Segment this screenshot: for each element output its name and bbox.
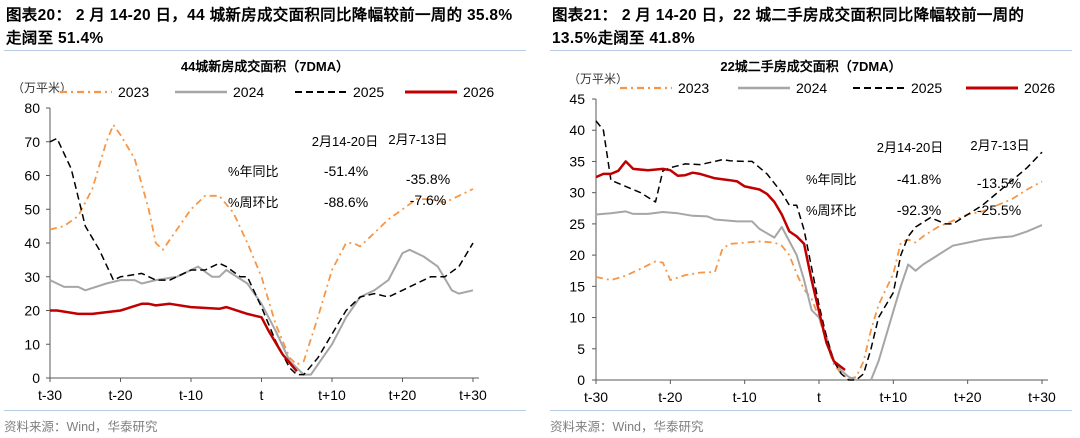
x-tick-label: t-20 [658, 389, 682, 405]
y-tick-label: 80 [24, 100, 40, 116]
y-tick-label: 30 [24, 269, 40, 285]
legend-label-2025: 2025 [911, 80, 942, 96]
x-tick-label: t+20 [389, 387, 417, 403]
legend-label-2026: 2026 [1024, 80, 1055, 96]
annotation-col-header: 2月14-20日 [312, 134, 378, 149]
legend-label-2023: 2023 [678, 80, 709, 96]
top-divider [550, 50, 1072, 51]
legend-label-2025: 2025 [353, 84, 384, 100]
annotation-value: -41.8% [897, 171, 941, 187]
y-tick-label: 10 [569, 310, 585, 326]
figure-title-line1: 图表20： 2 月 14-20 日，44 城新房成交面积同比降幅较前一周的 35… [6, 7, 513, 24]
panel-new-homes: 图表20： 2 月 14-20 日，44 城新房成交面积同比降幅较前一周的 35… [0, 0, 530, 438]
figure-title: 图表21： 2 月 14-20 日，22 城二手房成交面积同比降幅较前一周的 1… [552, 4, 1072, 50]
series-line-2024 [595, 210, 1043, 381]
top-divider [4, 50, 526, 51]
y-tick-label: 30 [569, 185, 585, 201]
annotation-value: -25.5% [977, 202, 1021, 218]
x-tick-label: t-30 [38, 387, 62, 403]
y-tick-label: 45 [569, 91, 585, 107]
chart-0: 0 10 20 30 40 50 60 70 80 t-30 t-20 t-10 t t+10 t+20 t+… [24, 84, 494, 403]
source-note: 资料来源：Wind，华泰研究 [4, 420, 158, 434]
annotation-col-header: 2月7-13日 [388, 132, 447, 147]
y-unit-label: （万平米） [568, 72, 629, 86]
y-tick-label: 50 [24, 201, 40, 217]
y-tick-label: 5 [577, 341, 585, 357]
annotation-col-header: 2月7-13日 [970, 138, 1029, 153]
annotation-value: -35.8% [406, 171, 450, 187]
y-tick-label: 25 [569, 216, 585, 232]
annotation-value: -7.6% [410, 192, 447, 208]
annotation-row-label: %年同比 [806, 172, 857, 187]
figure-title-line2: 13.5%走阔至 41.8% [552, 30, 695, 47]
y-tick-label: 60 [24, 168, 40, 184]
y-tick-label: 20 [24, 303, 40, 319]
chart-title: 22城二手房成交面积（7DMA） [720, 59, 902, 74]
y-tick-label: 10 [24, 336, 40, 352]
legend-label-2026: 2026 [463, 84, 494, 100]
series-line-2023 [49, 124, 474, 366]
y-tick-label: 40 [24, 235, 40, 251]
y-unit-label: （万平米） [12, 81, 73, 95]
y-tick-label: 20 [569, 247, 585, 263]
x-tick-label: t-30 [584, 389, 608, 405]
x-tick-label: t-10 [179, 387, 203, 403]
bottom-divider [550, 410, 1072, 411]
series-line-2025 [595, 120, 1043, 381]
y-tick-label: 40 [569, 122, 585, 138]
series-line-2024 [49, 248, 474, 376]
series-line-2023 [595, 180, 1043, 380]
annotation-col-header: 2月14-20日 [877, 140, 943, 155]
x-tick-label: t+30 [459, 387, 487, 403]
annotation-value: -88.6% [324, 194, 368, 210]
series-line-2026 [50, 302, 298, 373]
chart-title: 44城新房成交面积（7DMA） [180, 59, 350, 74]
figure-title: 图表20： 2 月 14-20 日，44 城新房成交面积同比降幅较前一周的 35… [6, 4, 526, 50]
annotation-value: -13.5% [977, 175, 1021, 191]
y-tick-label: 0 [32, 370, 40, 386]
figure-title-line2: 走阔至 51.4% [6, 30, 104, 47]
annotation-row-label: %年同比 [228, 164, 279, 179]
annotation-row-label: %周环比 [806, 203, 857, 218]
legend-label-2024: 2024 [233, 84, 264, 100]
y-tick-label: 0 [577, 372, 585, 388]
x-tick-label: t+10 [880, 389, 908, 405]
x-tick-label: t [817, 389, 821, 405]
x-tick-label: t+10 [318, 387, 346, 403]
legend-label-2024: 2024 [796, 80, 827, 96]
x-tick-label: t-20 [108, 387, 132, 403]
y-tick-label: 35 [569, 153, 585, 169]
series-line-2026 [595, 160, 846, 371]
source-note: 资料来源：Wind，华泰研究 [550, 420, 704, 434]
panel-second-hand-homes: 图表21： 2 月 14-20 日，22 城二手房成交面积同比降幅较前一周的 1… [546, 0, 1076, 438]
y-tick-label: 70 [24, 134, 40, 150]
y-tick-label: 15 [569, 278, 585, 294]
annotation-row-label: %周环比 [228, 195, 279, 210]
x-tick-label: t+20 [954, 389, 982, 405]
x-tick-label: t [260, 387, 264, 403]
annotation-value: -92.3% [897, 202, 941, 218]
x-tick-label: t+30 [1028, 389, 1056, 405]
x-tick-label: t-10 [733, 389, 757, 405]
annotation-value: -51.4% [324, 163, 368, 179]
bottom-divider [4, 410, 526, 411]
figure-title-line1: 图表21： 2 月 14-20 日，22 城二手房成交面积同比降幅较前一周的 [552, 7, 1025, 24]
legend-label-2023: 2023 [118, 84, 149, 100]
